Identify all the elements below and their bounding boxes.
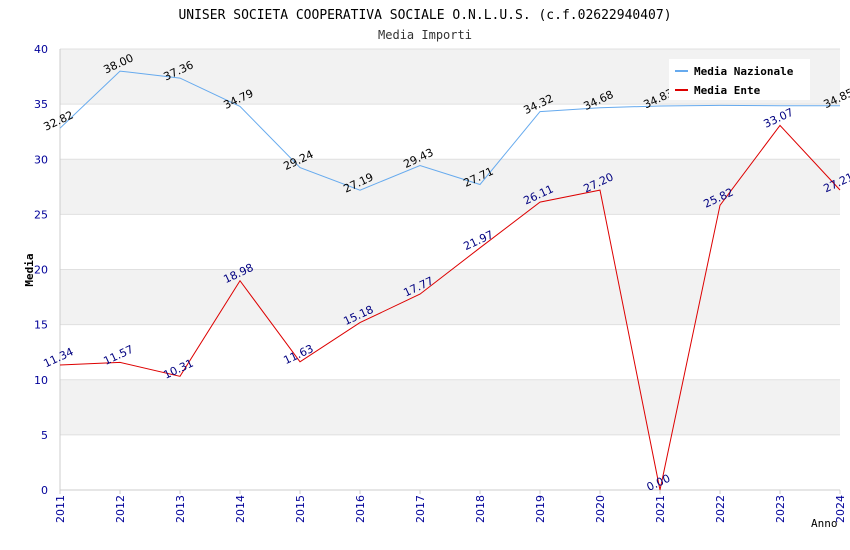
y-tick-label: 5 (41, 429, 48, 442)
grid-band (60, 214, 840, 270)
legend-label-media-ente: Media Ente (694, 84, 761, 97)
grid-band (60, 269, 840, 325)
x-tick-label: 2013 (174, 495, 187, 523)
x-tick-label: 2011 (54, 495, 67, 523)
x-tick-label: 2012 (114, 495, 127, 523)
grid-band (60, 104, 840, 160)
grid-band (60, 379, 840, 435)
x-tick-label: 2015 (294, 495, 307, 523)
legend: Media Nazionale Media Ente (669, 59, 810, 100)
series-line-media-ente (59, 124, 841, 491)
y-axis-label: Media (23, 253, 36, 286)
x-tick-label: 2021 (654, 495, 667, 523)
x-tick-label: 2014 (234, 495, 247, 523)
chart-title: UNISER SOCIETA COOPERATIVA SOCIALE O.N.L… (178, 8, 671, 23)
legend-box (669, 59, 810, 100)
y-tick-label: 10 (34, 374, 48, 387)
y-tick-label: 25 (34, 208, 48, 221)
grid-band (60, 159, 840, 215)
y-tick-label: 30 (34, 153, 48, 166)
grid-band (60, 434, 840, 490)
y-tick-label: 0 (41, 484, 48, 497)
grid-band (60, 324, 840, 380)
x-tick-label: 2018 (474, 495, 487, 523)
y-tick-label: 35 (34, 98, 48, 111)
legend-label-media-nazionale: Media Nazionale (694, 65, 794, 78)
y-tick-label: 40 (34, 43, 48, 56)
y-tick-label: 20 (34, 264, 48, 277)
x-axis-label: Anno (811, 517, 838, 530)
x-tick-label: 2022 (714, 495, 727, 523)
x-tick-label: 2023 (774, 495, 787, 523)
x-tick-label: 2019 (534, 495, 547, 523)
chart-subtitle: Media Importi (378, 28, 472, 42)
plot-area: 0 5 10 15 20 25 30 35 40 2011 2012 2013 2014 2015 2016… (34, 43, 850, 523)
x-tick-label: 2024 (834, 495, 847, 523)
y-tick-label: 15 (34, 319, 48, 332)
x-tick-label: 2020 (594, 495, 607, 523)
series-line-media-nazionale (59, 70, 840, 191)
x-tick-label: 2016 (354, 495, 367, 523)
x-tick-label: 2017 (414, 495, 427, 523)
